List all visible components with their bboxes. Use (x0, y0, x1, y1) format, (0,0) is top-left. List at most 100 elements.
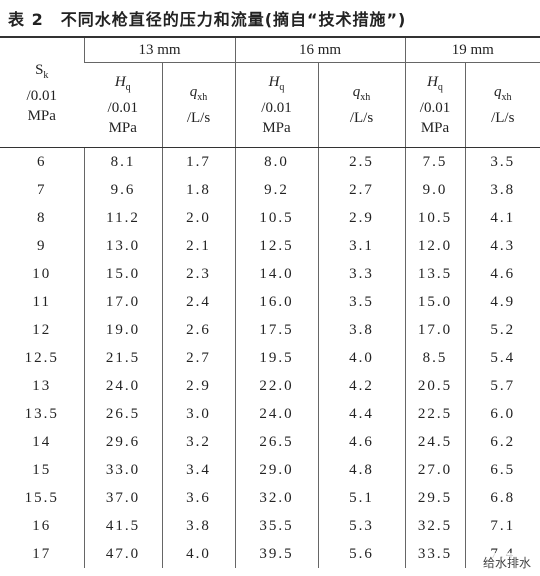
table-cell: 24.0 (83, 372, 162, 400)
table-row: 7 9.6 1.8 9.2 2.7 9.0 3.8 (0, 176, 540, 204)
table-row: 10 15.0 2.3 14.0 3.3 13.5 4.6 (0, 260, 540, 288)
table-row: 13 24.0 2.9 22.0 4.2 20.5 5.7 (0, 372, 540, 400)
subscript: xh (360, 92, 371, 103)
table-cell: 33.5 (404, 540, 465, 568)
table-cell: 9 (37, 237, 47, 254)
table-cell: 37.0 (83, 484, 162, 512)
table-cell: 2.3 (161, 260, 235, 288)
unit: /0.01 (26, 87, 57, 104)
table-cell: 16.0 (234, 288, 318, 316)
table-cell: 4.8 (317, 456, 405, 484)
table-cell: 9.6 (83, 176, 162, 204)
table-body: 6 8.1 1.7 8.0 2.5 7.5 3.5 7 9.6 1.8 9.2 2.7 9.0 3.8 8 1… (0, 147, 540, 568)
table-cell: 12 (32, 321, 52, 338)
table-cell: 24.0 (234, 400, 318, 428)
table-cell: 1.8 (161, 176, 235, 204)
table-row: 12.5 21.5 2.7 19.5 4.0 8.5 5.4 (0, 344, 540, 372)
table-cell: 47.0 (83, 540, 162, 568)
table-cell: 39.5 (234, 540, 318, 568)
table-cell: 5.7 (464, 372, 540, 400)
table-cell: 7.1 (464, 512, 540, 540)
table-row: 15.5 37.0 3.6 32.0 5.1 29.5 6.8 (0, 484, 540, 512)
table-row: 8 11.2 2.0 10.5 2.9 10.5 4.1 (0, 204, 540, 232)
symbol: q (494, 84, 502, 100)
table-row: 9 13.0 2.1 12.5 3.1 12.0 4.3 (0, 232, 540, 260)
table-cell: 3.5 (317, 288, 405, 316)
table-cell: 17 (32, 545, 52, 562)
table-cell: 20.5 (404, 372, 465, 400)
row-header: Sk/0.01 MPa (0, 36, 84, 148)
table-cell: 3.1 (317, 232, 405, 260)
table-cell: 26.5 (83, 400, 162, 428)
table-cell: 15 (32, 461, 52, 478)
symbol: S (35, 61, 44, 78)
table-cell: 24.5 (404, 428, 465, 456)
table-row: 12 19.0 2.6 17.5 3.8 17.0 5.2 (0, 316, 540, 344)
table-cell: 11 (32, 293, 51, 310)
table-cell: 6.8 (464, 484, 540, 512)
table-cell: 8.1 (83, 147, 162, 176)
table-cell: 3.8 (464, 176, 540, 204)
table-cell: 22.0 (234, 372, 318, 400)
table-cell: 27.0 (404, 456, 465, 484)
table-cell: 10.5 (234, 204, 318, 232)
table-cell: 3.8 (161, 512, 235, 540)
table-cell: 4.0 (317, 344, 405, 372)
table-cell: 3.6 (161, 484, 235, 512)
sub-header-row: Hq/0.01 MPa qxh/L/s Hq/0.01 MPa qxh/L/s Hq/0.0… (0, 62, 540, 148)
symbol: q (352, 84, 361, 100)
subscript: q (125, 82, 131, 93)
unit: MPa (108, 120, 137, 136)
symbol: H (114, 74, 126, 90)
table-cell: 8 (37, 209, 47, 226)
table-cell: 29.5 (404, 484, 465, 512)
table-cell: 8.0 (234, 147, 318, 176)
table-cell: 19.5 (234, 344, 318, 372)
table-cell: 6.2 (464, 428, 540, 456)
table-cell: 29.6 (83, 428, 162, 456)
table-cell: 3.2 (161, 428, 235, 456)
unit: MPa (262, 120, 291, 136)
table-cell: 5.1 (317, 484, 405, 512)
group-header: 19 mm (404, 36, 540, 63)
subscript: q (279, 82, 285, 93)
table-cell: 4.6 (464, 260, 540, 288)
table-cell: 26.5 (234, 428, 318, 456)
table-cell: 7 (37, 181, 47, 198)
table-row: 16 41.5 3.8 35.5 5.3 32.5 7.1 (0, 512, 540, 540)
table-cell: 2.5 (317, 147, 405, 176)
table-cell: 14 (32, 433, 52, 450)
subscript: xh (197, 92, 208, 103)
table-cell: 12.5 (24, 349, 59, 366)
table-title: 表 2 不同水枪直径的压力和流量(摘自“技术措施”) (8, 10, 407, 29)
table-cell: 32.5 (404, 512, 465, 540)
table-cell: 2.9 (317, 204, 405, 232)
table-cell: 17.0 (404, 316, 465, 344)
table-cell: 9.0 (404, 176, 465, 204)
table-cell: 16 (32, 517, 52, 534)
unit: /L/s (186, 110, 211, 126)
table-cell: 10.5 (404, 204, 465, 232)
data-table: Sk/0.01 MPa 13 mm 16 mm 19 mm Hq/0.01 MPa q… (0, 36, 540, 568)
table-cell: 9.2 (234, 176, 318, 204)
symbol: H (427, 74, 438, 90)
table-cell: 19.0 (83, 316, 162, 344)
symbol: q (189, 84, 198, 100)
table-cell: 6 (37, 153, 47, 170)
table-cell: 5.6 (317, 540, 405, 568)
symbol: H (268, 74, 280, 90)
table-cell: 35.5 (234, 512, 318, 540)
table-cell: 11.2 (83, 204, 162, 232)
table-cell: 7.5 (404, 147, 465, 176)
table-cell: 13.5 (24, 405, 59, 422)
table-cell: 10 (32, 265, 52, 282)
table-cell: 3.8 (317, 316, 405, 344)
table-cell: 3.5 (464, 147, 540, 176)
table-cell: 17.0 (83, 288, 162, 316)
table-cell: 29.0 (234, 456, 318, 484)
table-cell: 2.6 (161, 316, 235, 344)
group-header: 16 mm (234, 36, 405, 63)
subscript: q (437, 82, 443, 93)
table-cell: 2.7 (317, 176, 405, 204)
